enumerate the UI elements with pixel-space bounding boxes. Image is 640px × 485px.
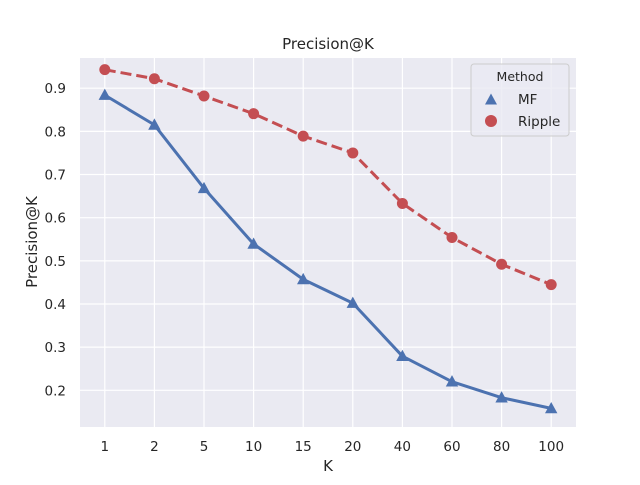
- data-point-mf: [297, 272, 310, 285]
- x-tick-label: 2: [150, 439, 159, 455]
- series-mf: [98, 88, 558, 414]
- data-point-mf: [98, 88, 111, 100]
- x-tick-label: 60: [443, 439, 460, 455]
- y-tick-labels: 0.2 0.3 0.4 0.5 0.6 0.7 0.8 0.9: [45, 81, 66, 399]
- legend-mf-label: MF: [518, 92, 537, 108]
- y-tick-label: 0.7: [45, 168, 66, 184]
- x-tick-label: 10: [245, 439, 262, 455]
- x-tick-label: 80: [493, 439, 510, 455]
- legend: Method MF Ripple: [470, 63, 570, 137]
- data-point-ripple: [396, 197, 408, 209]
- y-tick-label: 0.2: [45, 383, 66, 399]
- data-point-ripple: [248, 108, 260, 120]
- x-tick-label: 5: [200, 439, 209, 455]
- data-point-ripple: [297, 130, 309, 142]
- series-layer: [98, 64, 558, 414]
- x-tick-label: 40: [394, 439, 411, 455]
- legend-mf-triangle-marker: [485, 93, 497, 105]
- data-point-ripple: [198, 90, 210, 102]
- chart-title: Precision@K: [282, 35, 375, 53]
- legend-title: Method: [497, 69, 544, 84]
- y-tick-label: 0.9: [45, 81, 66, 97]
- data-point-mf: [396, 349, 409, 362]
- data-point-ripple: [347, 147, 359, 159]
- x-axis-label: K: [323, 457, 334, 475]
- x-tick-labels: 1 2 5 10 15 20 40 60 80 100: [101, 439, 565, 455]
- data-point-mf: [197, 181, 211, 194]
- data-point-mf: [545, 401, 558, 414]
- data-point-ripple: [148, 73, 160, 85]
- data-point-mf: [495, 391, 508, 403]
- y-tick-label: 0.6: [45, 211, 66, 227]
- y-tick-label: 0.5: [45, 254, 66, 270]
- data-point-ripple: [496, 258, 508, 270]
- legend-ripple-circle-marker: [485, 115, 497, 127]
- data-point-mf: [247, 237, 260, 249]
- x-tick-label: 15: [295, 439, 312, 455]
- data-point-mf: [346, 296, 359, 308]
- data-point-ripple: [99, 64, 111, 76]
- series-ripple: [99, 64, 557, 291]
- series-line-mf: [103, 93, 553, 410]
- data-point-mf: [148, 118, 161, 130]
- y-tick-label: 0.8: [45, 124, 66, 140]
- data-point-ripple: [446, 232, 458, 244]
- series-line-ripple: [104, 68, 552, 286]
- y-tick-label: 0.3: [45, 340, 66, 356]
- data-point-ripple: [545, 279, 557, 291]
- x-tick-label: 20: [344, 439, 361, 455]
- legend-ripple-label: Ripple: [518, 114, 560, 130]
- y-axis-label: Precision@K: [23, 195, 41, 288]
- y-tick-label: 0.4: [45, 297, 66, 313]
- x-tick-label: 100: [538, 439, 564, 455]
- data-point-mf: [445, 375, 459, 387]
- x-tick-label: 1: [101, 439, 110, 455]
